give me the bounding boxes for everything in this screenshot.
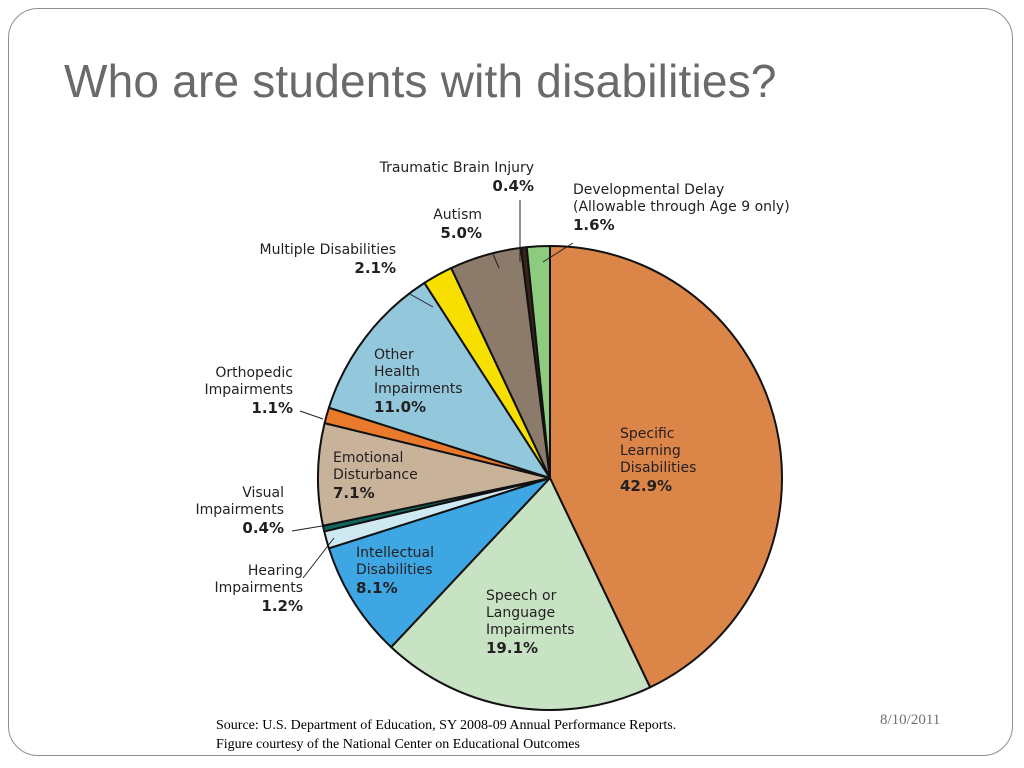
slice-label-sld: Learning: [620, 443, 681, 459]
slice-value-sli: 19.1%: [486, 639, 538, 657]
slice-value-id: 8.1%: [356, 579, 398, 597]
slide-date: 8/10/2011: [880, 712, 941, 728]
leader-line-dd: [542, 242, 574, 263]
slice-value-tbi: 0.4%: [492, 177, 534, 195]
slice-label-sld: Disabilities: [620, 460, 696, 476]
slice-value-md: 2.1%: [354, 259, 396, 277]
slice-label-au: Autism: [433, 207, 482, 223]
slice-label-sli: Speech or: [486, 588, 557, 604]
pie-slice-ohi: [327, 281, 551, 479]
pie-slice-id: [327, 477, 551, 649]
slice-label-sli: Impairments: [486, 622, 575, 638]
slice-value-ohi: 11.0%: [374, 398, 426, 416]
leader-line-oi: [299, 410, 324, 420]
source-line-2: Figure courtesy of the National Center o…: [216, 737, 580, 752]
pie-slice-sli: [390, 477, 652, 711]
slice-label-tbi: Traumatic Brain Injury: [379, 160, 534, 176]
slice-label-oi: Orthopedic: [215, 365, 293, 381]
leader-line-md: [407, 292, 434, 308]
slice-value-oi: 1.1%: [251, 399, 293, 417]
slice-label-vi: Visual: [242, 485, 284, 501]
slice-label-hi: Impairments: [214, 580, 303, 596]
source-line-1: Source: U.S. Department of Education, SY…: [216, 718, 677, 733]
slice-label-ed: Emotional: [333, 450, 403, 466]
pie-slice-sld: [549, 245, 784, 689]
slice-value-au: 5.0%: [440, 224, 482, 242]
slice-label-ed: Disturbance: [333, 467, 418, 483]
slice-label-dd: (Allowable through Age 9 only): [573, 199, 790, 215]
slide-title: Who are students with disabilities?: [64, 55, 777, 107]
slice-label-dd: Developmental Delay: [573, 182, 724, 198]
slice-value-ed: 7.1%: [333, 484, 375, 502]
slice-label-id: Intellectual: [356, 545, 434, 561]
slice-value-hi: 1.2%: [261, 597, 303, 615]
slice-label-ohi: Impairments: [374, 381, 463, 397]
slice-label-oi: Impairments: [204, 382, 293, 398]
leader-line-au: [492, 253, 500, 269]
pie-slice-dd: [525, 245, 551, 479]
pie-slice-ed: [317, 422, 551, 527]
slice-label-hi: Hearing: [248, 563, 303, 579]
slice-value-sld: 42.9%: [620, 477, 672, 495]
slice-label-ohi: Other: [374, 347, 414, 363]
slice-label-vi: Impairments: [195, 502, 284, 518]
slice-value-vi: 0.4%: [242, 519, 284, 537]
leader-line-hi: [302, 537, 335, 579]
slice-label-ohi: Health: [374, 364, 420, 380]
slice-label-id: Disabilities: [356, 562, 432, 578]
slice-label-sli: Language: [486, 605, 555, 621]
leader-line-vi: [291, 525, 323, 532]
slice-label-md: Multiple Disabilities: [260, 242, 396, 258]
source-note: Source: U.S. Department of Education, SY…: [216, 716, 676, 754]
slice-label-sld: Specific: [620, 426, 675, 442]
slice-value-dd: 1.6%: [573, 216, 615, 234]
